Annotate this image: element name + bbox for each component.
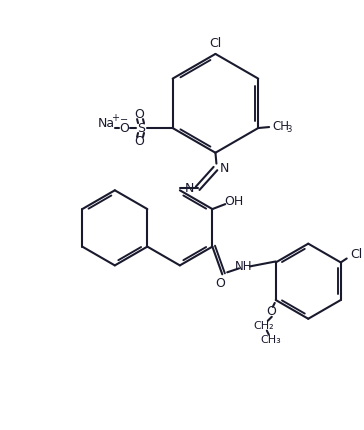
Text: N: N xyxy=(184,182,194,195)
Text: S: S xyxy=(137,122,145,135)
Text: CH₂: CH₂ xyxy=(254,321,274,331)
Text: NH: NH xyxy=(235,260,253,273)
Text: O: O xyxy=(134,135,144,148)
Text: O: O xyxy=(266,305,276,318)
Text: Na: Na xyxy=(98,117,115,129)
Text: CH₃: CH₃ xyxy=(260,335,281,344)
Text: CH: CH xyxy=(272,120,289,132)
Text: O: O xyxy=(119,122,129,135)
Text: −: − xyxy=(120,115,128,125)
Text: OH: OH xyxy=(225,195,244,208)
Text: 3: 3 xyxy=(286,125,291,134)
Text: Cl: Cl xyxy=(209,37,222,49)
Text: Cl: Cl xyxy=(351,248,363,261)
Text: +: + xyxy=(111,113,119,123)
Text: N: N xyxy=(219,162,229,175)
Text: O: O xyxy=(134,108,144,121)
Text: O: O xyxy=(215,276,225,290)
